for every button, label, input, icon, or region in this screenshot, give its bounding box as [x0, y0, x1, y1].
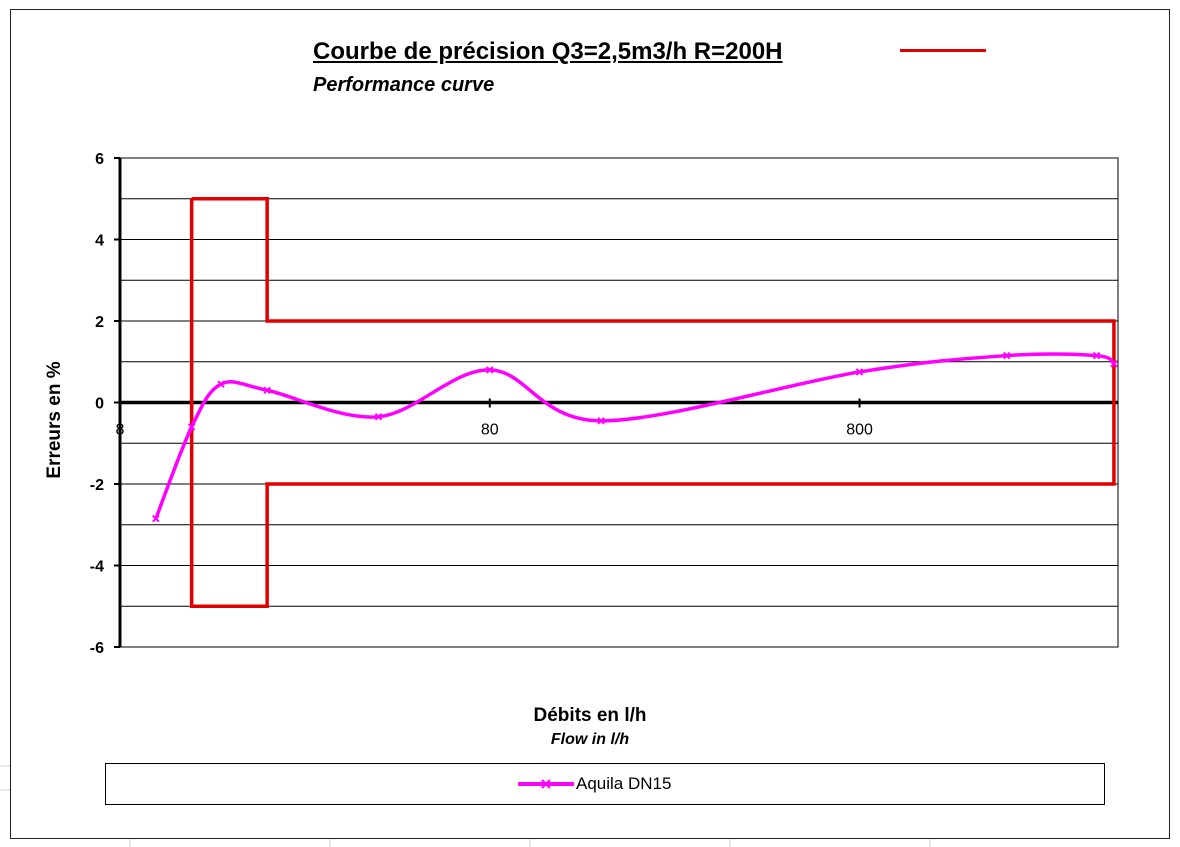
x-tick-label: 800	[846, 422, 873, 439]
y-tick-label: -2	[90, 477, 104, 494]
y-tick-label: 0	[95, 396, 104, 413]
data-point	[1092, 351, 1101, 360]
legend: Aquila DN15	[105, 763, 1105, 805]
tolerance-limit-key	[900, 49, 986, 52]
data-point	[597, 417, 605, 425]
y-axis-title: Erreurs en %	[44, 361, 65, 479]
data-point	[1002, 351, 1011, 360]
chart-title: Courbe de précision Q3=2,5m3/h R=200H	[313, 38, 783, 65]
y-tick-label: -6	[90, 640, 104, 657]
y-tick-label: 2	[95, 314, 104, 331]
data-point	[187, 423, 196, 431]
tolerance-envelope	[189, 197, 1116, 608]
data-point	[374, 413, 383, 421]
x-tick-label: 80	[481, 422, 499, 439]
data-point	[486, 366, 494, 374]
data-point	[1110, 360, 1118, 368]
x-tick-label: 8	[116, 422, 125, 439]
data-point	[217, 380, 225, 388]
chart-subtitle: Performance curve	[313, 74, 495, 96]
legend-label-aquila: Aquila DN15	[576, 774, 672, 793]
y-tick-label: 6	[95, 151, 104, 168]
data-point	[855, 368, 864, 376]
x-axis-subtitle: Flow in l/h	[550, 731, 630, 748]
x-axis-title: Débits en l/h	[533, 705, 647, 726]
data-point	[263, 386, 271, 394]
data-point	[152, 514, 160, 523]
legend-swatch-aquila	[518, 779, 574, 789]
y-tick-label: -4	[90, 559, 104, 576]
y-tick-label: 4	[95, 233, 104, 250]
